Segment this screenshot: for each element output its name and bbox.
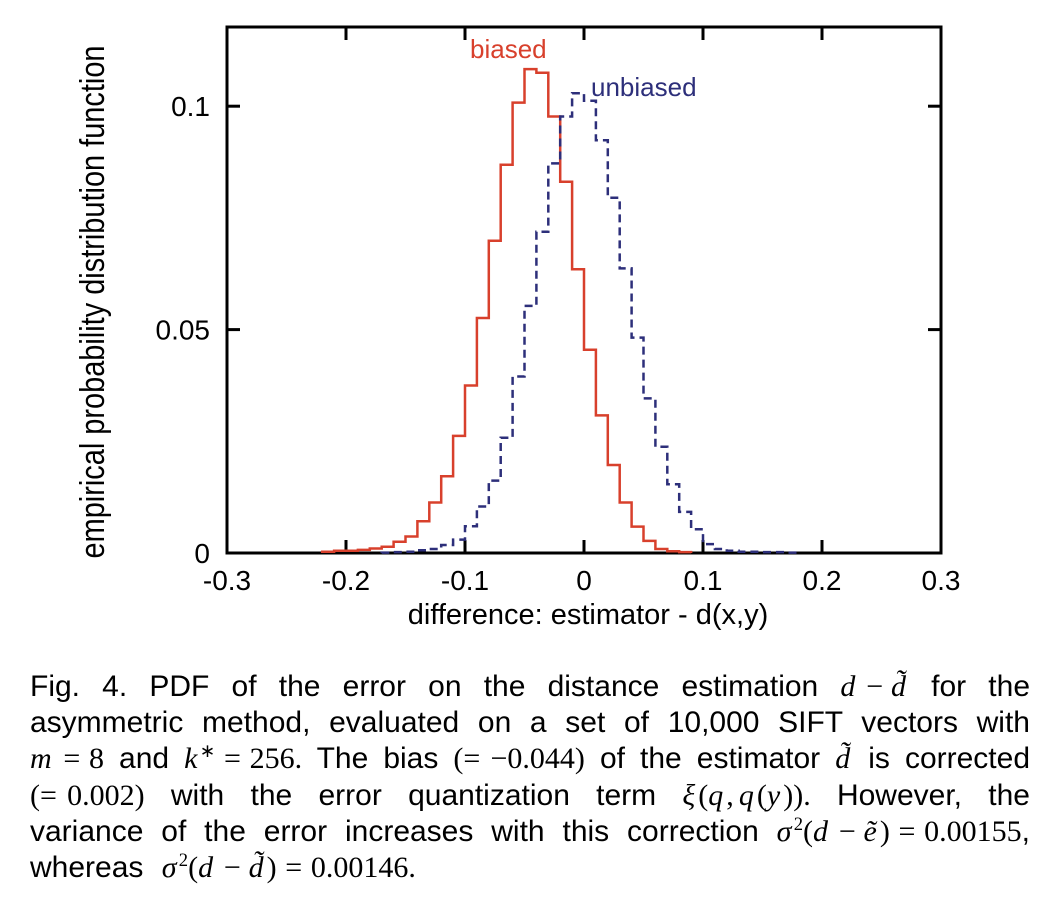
svg-text:biased: biased	[470, 34, 547, 64]
svg-text:0: 0	[194, 538, 210, 569]
svg-text:0.05: 0.05	[156, 315, 211, 346]
svg-text:difference: estimator - d(x,y): difference: estimator - d(x,y)	[408, 599, 768, 631]
svg-text:-0.2: -0.2	[322, 565, 370, 596]
svg-text:0.1: 0.1	[684, 565, 723, 596]
svg-text:0.2: 0.2	[803, 565, 842, 596]
svg-text:-0.1: -0.1	[441, 565, 489, 596]
svg-text:empirical probability distribu: empirical probability distribution funct…	[74, 46, 112, 559]
svg-text:unbiased: unbiased	[591, 72, 697, 102]
svg-text:0: 0	[576, 565, 592, 596]
svg-text:0.1: 0.1	[171, 91, 210, 122]
svg-text:0.3: 0.3	[922, 565, 961, 596]
svg-text:-0.3: -0.3	[203, 565, 251, 596]
